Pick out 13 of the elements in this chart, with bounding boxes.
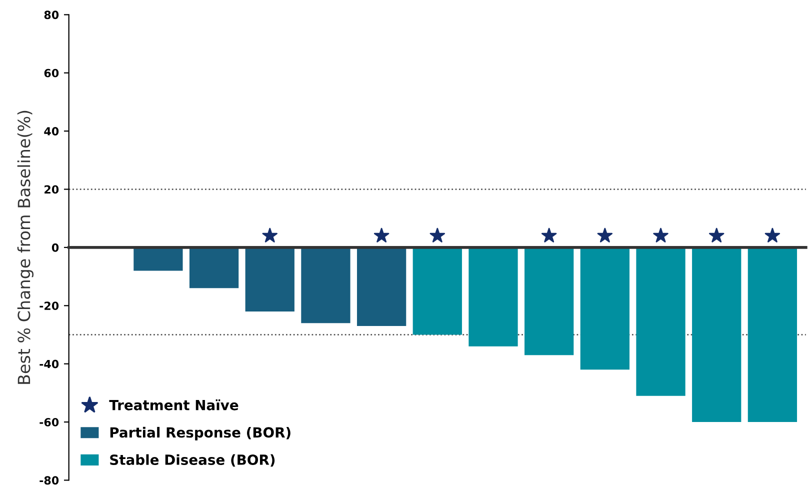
y-tick-label: 80 (44, 10, 59, 20)
legend-label: Partial Response (BOR) (110, 426, 290, 440)
legend-label: Treatment Naïve (109, 399, 238, 410)
y-axis-title: Best % Change from Baseline(%) (17, 110, 34, 384)
y-tick-label: 60 (44, 68, 59, 78)
y-tick-label: 20 (44, 185, 59, 194)
legend-label: Stable Disease (BOR) (110, 454, 275, 467)
y-tick-label: 0 (52, 243, 59, 252)
y-tick-label: -40 (40, 360, 59, 368)
y-tick-label: -80 (40, 476, 59, 485)
y-tick-label: 40 (44, 127, 59, 136)
y-tick-label: -60 (40, 418, 59, 426)
y-tick-label: -20 (40, 302, 59, 310)
